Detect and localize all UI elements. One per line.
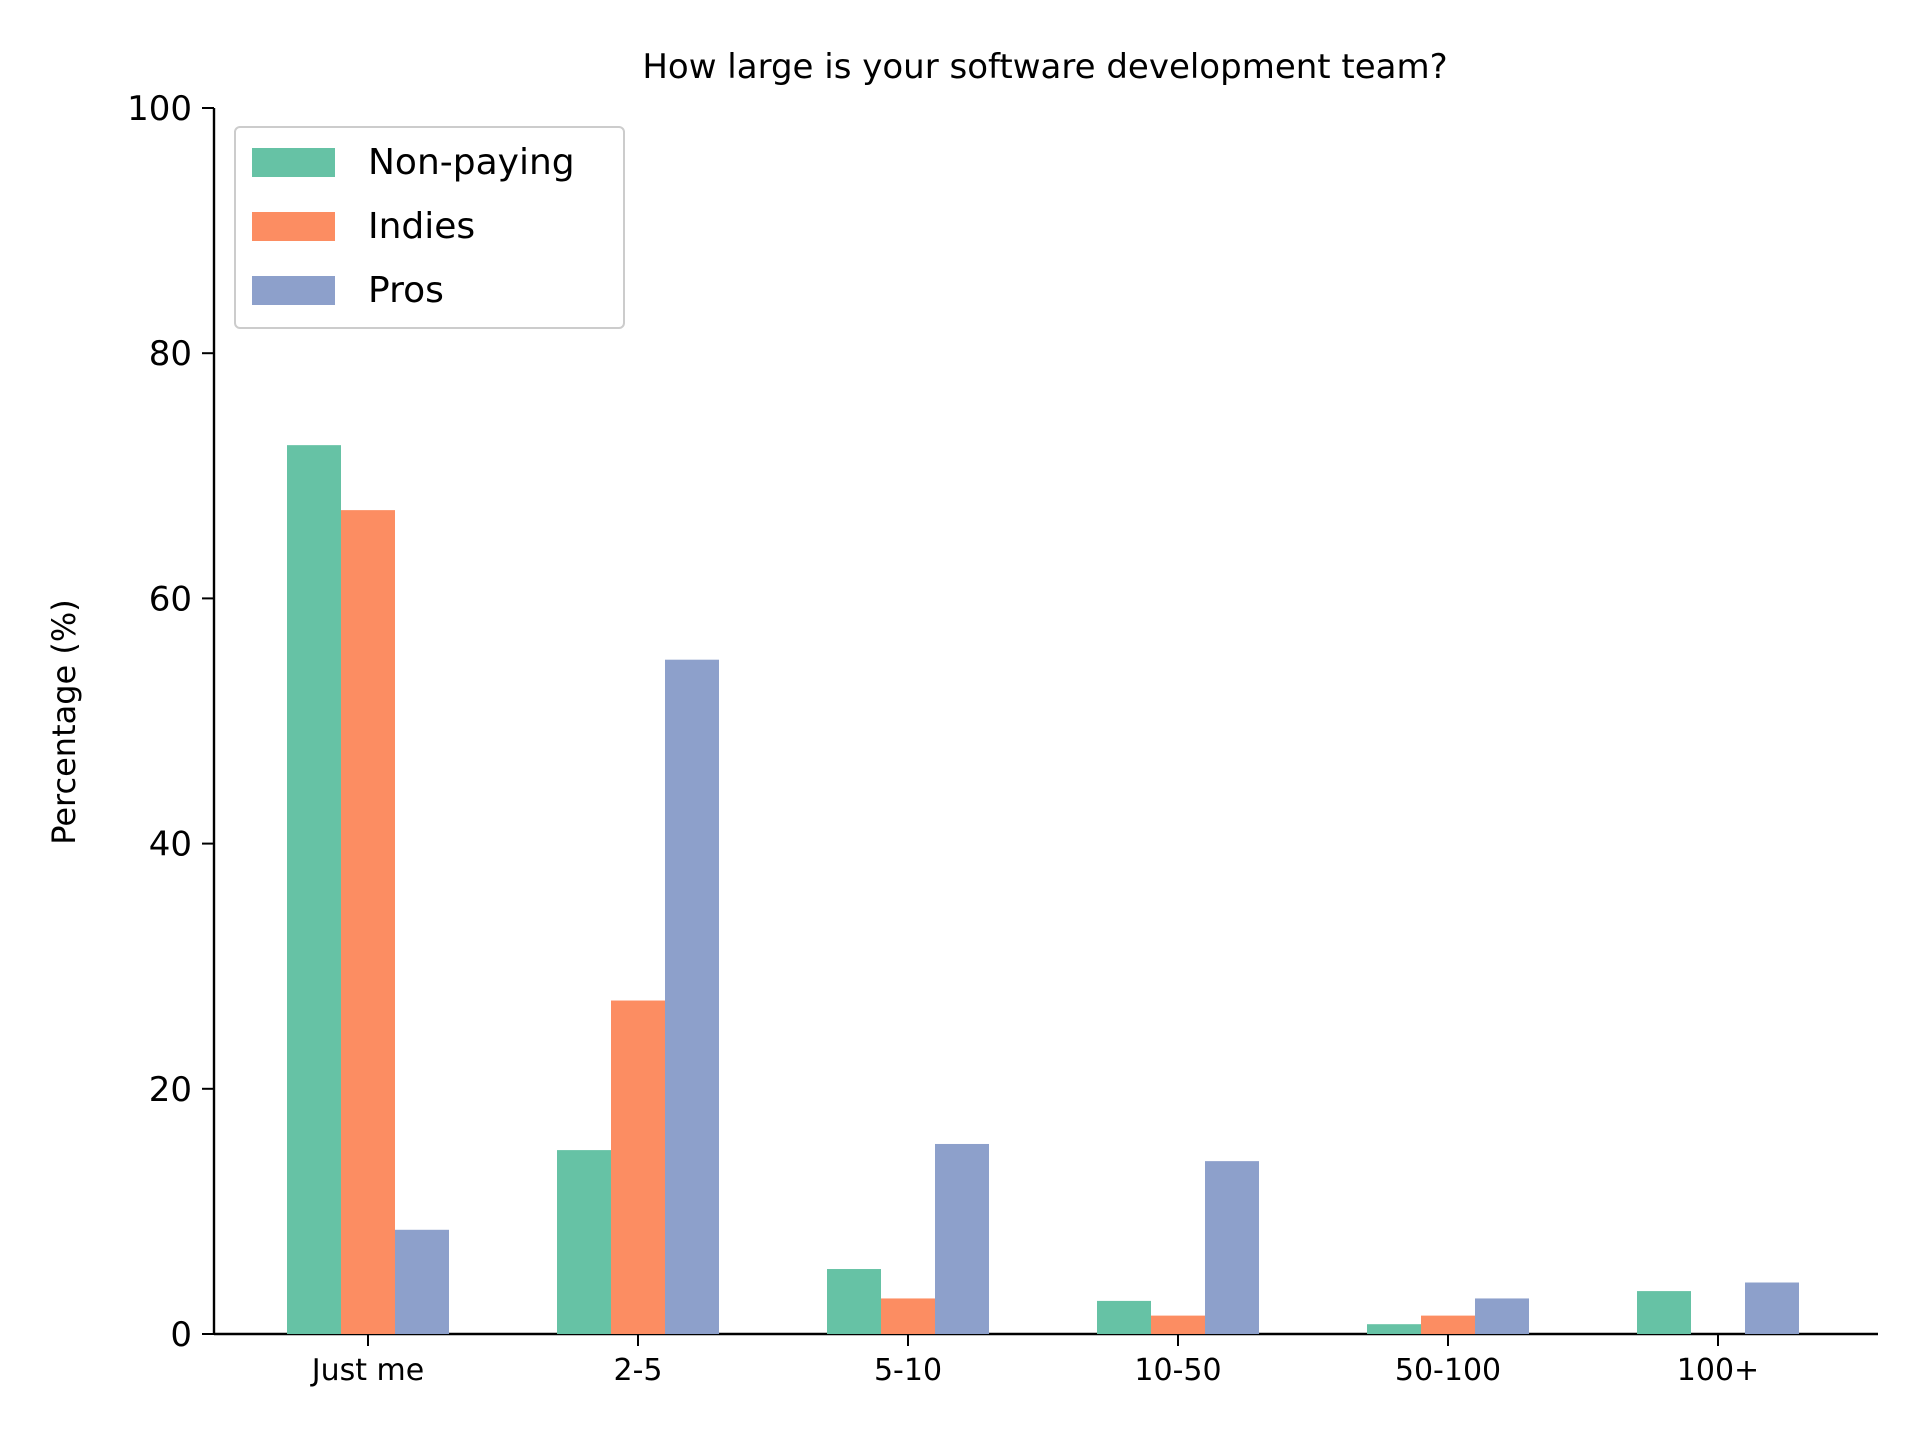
- x-tick-label: 5-10: [874, 1353, 942, 1388]
- y-tick-label: 80: [149, 334, 192, 374]
- x-tick-label: Just me: [310, 1353, 424, 1388]
- legend-label: Indies: [368, 206, 475, 247]
- bar-non-paying-50-100: [1367, 1324, 1421, 1334]
- bar-indies-10-50: [1151, 1315, 1205, 1334]
- x-tick-label: 2-5: [614, 1353, 663, 1388]
- bar-pros-10-50: [1205, 1161, 1259, 1334]
- y-tick-label: 40: [149, 825, 192, 865]
- bar-non-paying-2-5: [557, 1150, 611, 1334]
- legend-swatch: [252, 212, 335, 241]
- legend-swatch: [252, 148, 335, 177]
- bar-non-paying-just-me: [287, 445, 341, 1334]
- bar-pros-100-: [1745, 1282, 1799, 1334]
- y-tick-label: 60: [149, 579, 192, 619]
- y-tick-label: 0: [170, 1315, 192, 1355]
- legend-label: Pros: [368, 270, 444, 311]
- legend: Non-paying Indies Pros: [234, 126, 625, 329]
- bars: [287, 445, 1799, 1334]
- legend-label: Non-paying: [368, 142, 575, 183]
- chart-title: How large is your software development t…: [642, 47, 1447, 87]
- bar-pros-2-5: [665, 659, 719, 1334]
- y-tick-label: 20: [149, 1070, 192, 1110]
- axes: 0 20 40 60 80 100 Just me 2-5 5-10 10-50 50-100 100…: [127, 89, 1878, 1388]
- x-tick-label: 10-50: [1134, 1353, 1221, 1388]
- x-tick-label: 50-100: [1395, 1353, 1501, 1388]
- bar-non-paying-10-50: [1097, 1300, 1151, 1334]
- bar-indies-50-100: [1421, 1315, 1475, 1334]
- bar-pros-5-10: [935, 1143, 989, 1334]
- bar-pros-just-me: [395, 1229, 449, 1334]
- bar-indies-just-me: [341, 510, 395, 1334]
- bar-non-paying-100-: [1637, 1291, 1691, 1334]
- y-tick-label: 100: [127, 89, 192, 129]
- legend-swatch: [252, 276, 335, 305]
- bar-indies-5-10: [881, 1298, 935, 1334]
- y-axis-label: Percentage (%): [45, 599, 83, 845]
- bar-non-paying-5-10: [827, 1269, 881, 1334]
- x-tick-label: 100+: [1677, 1353, 1759, 1388]
- bar-indies-2-5: [611, 1000, 665, 1334]
- bar-pros-50-100: [1475, 1298, 1529, 1334]
